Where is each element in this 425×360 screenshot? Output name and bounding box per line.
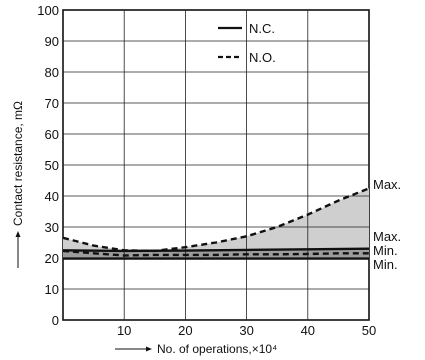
x-tick-label: 10 bbox=[117, 323, 131, 338]
y-tick-label: 50 bbox=[45, 158, 59, 173]
legend-label-nc: N.C. bbox=[249, 21, 275, 36]
x-axis-title: No. of operations,×10⁴ bbox=[115, 342, 277, 356]
series-no-max bbox=[62, 187, 370, 253]
x-tick-label: 50 bbox=[362, 323, 376, 338]
annotation-min: Min. bbox=[373, 257, 398, 272]
series-no-min bbox=[62, 249, 369, 257]
y-tick-label: 90 bbox=[45, 34, 59, 49]
annotation-min: Min. bbox=[373, 243, 398, 258]
annotation-max: Max. bbox=[373, 177, 401, 192]
y-tick-label: 20 bbox=[45, 251, 59, 266]
grid-layer bbox=[63, 10, 369, 320]
y-tick-label: 60 bbox=[45, 127, 59, 142]
series-nc-max bbox=[62, 247, 370, 253]
y-axis-title: Contact resistance, mΩ bbox=[11, 101, 25, 268]
legend: N.C. N.O. bbox=[218, 21, 276, 65]
x-axis-label: No. of operations,×10⁴ bbox=[157, 342, 277, 356]
y-tick-label: 70 bbox=[45, 96, 59, 111]
y-tick-label: 30 bbox=[45, 220, 59, 235]
plot-area bbox=[62, 9, 370, 321]
x-tick-label: 30 bbox=[239, 323, 253, 338]
legend-label-no: N.O. bbox=[249, 50, 276, 65]
range-band-no bbox=[63, 188, 369, 256]
annotation-max: Max. bbox=[373, 229, 401, 244]
x-tick-labels: 10 20 30 40 50 bbox=[117, 323, 376, 338]
x-axis-arrowhead bbox=[146, 346, 152, 352]
annotations: Max.Max.Min.Min. bbox=[373, 177, 401, 272]
x-tick-label: 40 bbox=[301, 323, 315, 338]
y-tick-label: 0 bbox=[52, 313, 59, 328]
y-tick-label: 10 bbox=[45, 282, 59, 297]
y-tick-label: 40 bbox=[45, 189, 59, 204]
series-layer bbox=[62, 187, 370, 260]
y-axis-label: Contact resistance, mΩ bbox=[11, 101, 25, 226]
legend-item-no: N.O. bbox=[218, 50, 276, 65]
y-tick-labels: 0 10 20 30 40 50 60 70 80 90 100 bbox=[37, 3, 59, 328]
x-tick-label: 20 bbox=[178, 323, 192, 338]
y-axis-arrowhead bbox=[15, 231, 21, 237]
y-tick-label: 80 bbox=[45, 65, 59, 80]
y-tick-label: 100 bbox=[37, 3, 59, 18]
legend-item-nc: N.C. bbox=[218, 21, 275, 36]
